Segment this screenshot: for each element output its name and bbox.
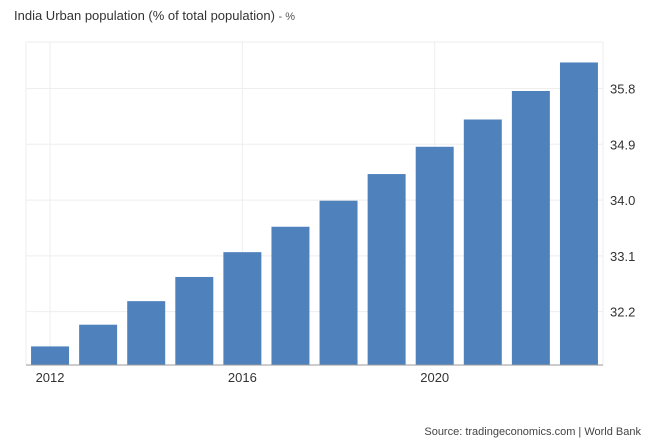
x-axis: 2012 2016 2020: [26, 364, 603, 385]
bar-2019: [367, 174, 406, 365]
y-tick-label: 34.0: [610, 193, 635, 208]
chart-unit: - %: [278, 11, 296, 23]
bar-2017: [271, 226, 310, 365]
x-tick-label: 2012: [36, 370, 65, 385]
bar-2014: [127, 301, 166, 365]
bar-2016: [223, 252, 262, 365]
y-tick-label: 35.8: [610, 81, 635, 96]
y-tick-label: 32.2: [610, 305, 635, 320]
source-note: Source: tradingeconomics.com | World Ban…: [424, 426, 641, 438]
bars: [31, 62, 598, 366]
chart-title: India Urban population (% of total popul…: [14, 8, 295, 23]
chart-title-text: India Urban population (% of total popul…: [14, 8, 275, 23]
y-tick-label: 33.1: [610, 249, 635, 264]
bar-2013: [79, 324, 118, 365]
x-tick-label: 2020: [420, 370, 449, 385]
bar-2018: [319, 200, 358, 365]
y-tick-label: 34.9: [610, 137, 635, 152]
bar-2021: [463, 119, 502, 365]
bar-2020: [415, 146, 454, 365]
bar-2022: [511, 90, 550, 366]
bar-2012: [31, 346, 70, 365]
y-axis: 32.2 33.1 34.0 34.9 35.8: [610, 81, 635, 319]
x-tick-label: 2016: [228, 370, 257, 385]
bar-2015: [175, 276, 214, 365]
bar-2023: [559, 62, 598, 365]
